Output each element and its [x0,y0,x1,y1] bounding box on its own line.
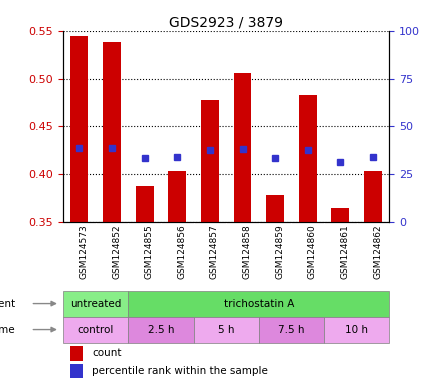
Bar [135,186,153,222]
Text: GSM124858: GSM124858 [242,224,251,279]
Bar [69,364,82,378]
Bar [363,171,381,222]
Bar [128,316,193,343]
Text: GSM124859: GSM124859 [274,224,283,279]
Bar [168,171,186,222]
Bar [63,291,128,316]
Text: GSM124860: GSM124860 [307,224,316,279]
Bar [69,346,82,361]
Text: GSM124852: GSM124852 [112,224,121,279]
Text: 10 h: 10 h [345,324,367,334]
Bar [331,208,349,222]
Bar [323,316,388,343]
Text: control: control [77,324,114,334]
Text: trichostatin A: trichostatin A [223,299,293,309]
Text: GSM124573: GSM124573 [79,224,88,279]
Text: GSM124856: GSM124856 [177,224,186,279]
Text: untreated: untreated [70,299,121,309]
Text: GSM124861: GSM124861 [339,224,349,279]
Text: GSM124862: GSM124862 [372,224,381,279]
Bar [201,100,218,222]
Bar [103,42,121,222]
Text: 7.5 h: 7.5 h [278,324,304,334]
Text: GSM124857: GSM124857 [209,224,218,279]
Bar [233,73,251,222]
Bar [266,195,283,222]
Bar [298,95,316,222]
Bar [258,316,323,343]
Bar [70,35,88,222]
Text: count: count [92,348,122,358]
Text: time: time [0,324,16,334]
Title: GDS2923 / 3879: GDS2923 / 3879 [169,16,283,30]
Text: agent: agent [0,299,16,309]
Text: 5 h: 5 h [217,324,234,334]
Text: 2.5 h: 2.5 h [148,324,174,334]
Bar [128,291,388,316]
Bar [63,316,128,343]
Text: GSM124855: GSM124855 [144,224,153,279]
Bar [193,316,258,343]
Text: percentile rank within the sample: percentile rank within the sample [92,366,268,376]
